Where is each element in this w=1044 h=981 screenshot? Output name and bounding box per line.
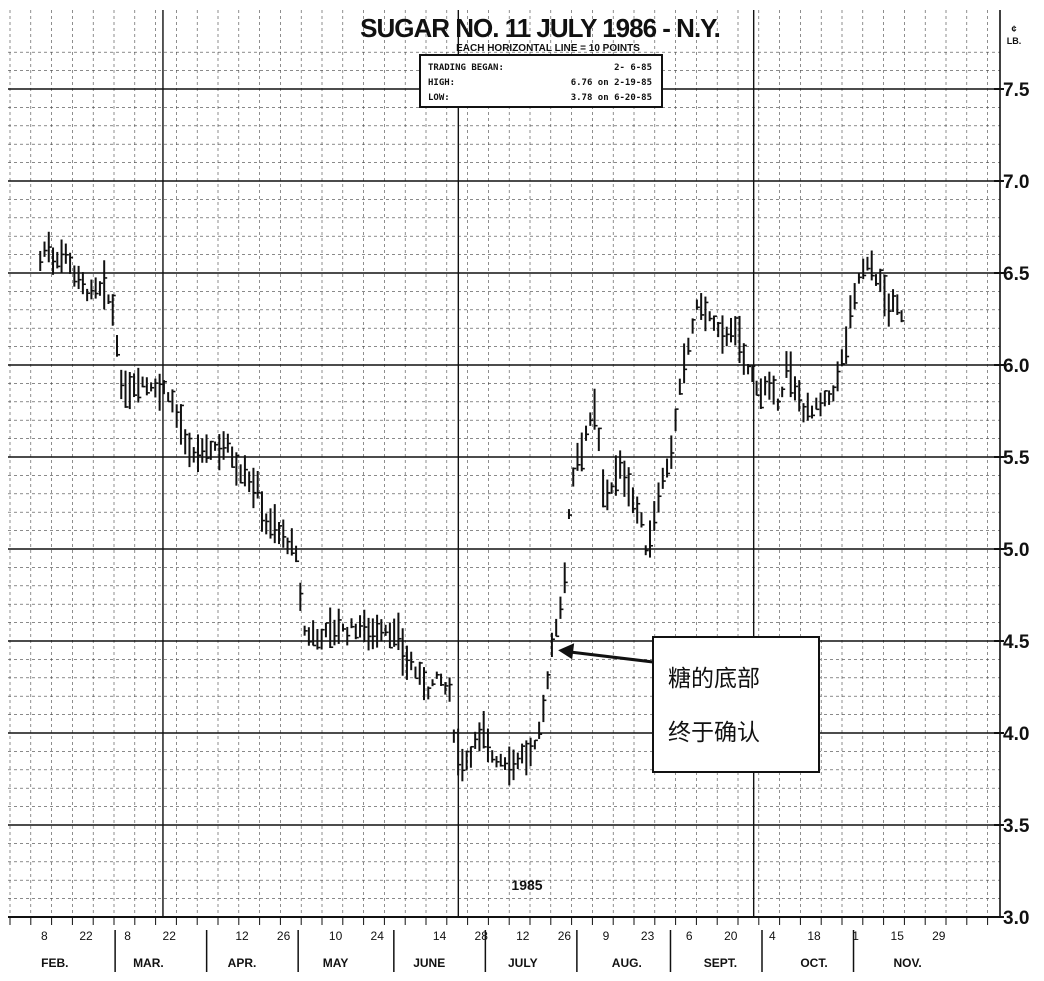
x-month-label: OCT. <box>800 956 827 970</box>
info-began-label: TRADING BEGAN: <box>428 63 504 73</box>
info-high-value: 6.76 on 2-19-85 <box>571 78 652 88</box>
x-month-label: FEB. <box>41 956 68 970</box>
x-day-label: 22 <box>79 929 93 943</box>
x-month-label: AUG. <box>612 956 642 970</box>
x-day-label: 18 <box>807 929 821 943</box>
y-tick-label: 5.0 <box>1003 540 1029 561</box>
y-tick-label: 3.5 <box>1003 816 1030 837</box>
y-unit-cents: ¢ <box>1011 24 1016 34</box>
x-day-label: 12 <box>235 929 249 943</box>
x-month-label: JUNE <box>413 956 445 970</box>
x-month-label: JULY <box>508 956 538 970</box>
major-grid <box>8 10 1001 918</box>
info-low-value: 3.78 on 6-20-85 <box>571 93 652 103</box>
annotation-callout: 糖的底部 终于确认 <box>558 636 820 773</box>
y-tick-label: 4.0 <box>1003 724 1029 745</box>
annotation-line-2: 终于确认 <box>668 720 760 746</box>
x-day-label: 9 <box>603 929 610 943</box>
info-high-label: HIGH: <box>428 78 455 88</box>
year-label: 1985 <box>511 877 542 893</box>
x-month-label: SEPT. <box>704 956 737 970</box>
info-began-value: 2- 6-85 <box>614 63 652 73</box>
x-day-label: 15 <box>891 929 905 943</box>
x-day-label: 22 <box>163 929 177 943</box>
x-day-label: 10 <box>329 929 343 943</box>
x-month-label: NOV. <box>893 956 921 970</box>
y-tick-label: 6.0 <box>1003 356 1029 377</box>
y-tick-label: 5.5 <box>1003 448 1030 469</box>
annotation-arrow <box>571 650 654 664</box>
chart-subtitle: EACH HORIZONTAL LINE = 10 POINTS <box>456 43 640 54</box>
annotation-line-1: 糖的底部 <box>668 666 760 692</box>
info-box-frame <box>419 54 663 108</box>
x-day-label: 29 <box>932 929 946 943</box>
annotation-arrow-head <box>558 643 575 660</box>
x-day-label: 26 <box>277 929 291 943</box>
x-day-label: 1 <box>852 929 859 943</box>
y-unit-lb: LB. <box>1007 36 1022 46</box>
x-day-label: 14 <box>433 929 447 943</box>
info-box: TRADING BEGAN: 2- 6-85 HIGH: 6.76 on 2-1… <box>419 54 663 108</box>
chart-title: SUGAR NO. 11 JULY 1986 - N.Y. <box>360 13 720 43</box>
x-month-label: MAY <box>323 956 349 970</box>
x-day-label: 28 <box>475 929 489 943</box>
x-day-label: 4 <box>769 929 776 943</box>
annotation-box <box>652 636 820 773</box>
price-bars <box>39 231 905 786</box>
y-tick-label: 7.5 <box>1003 80 1030 101</box>
y-tick-label: 3.0 <box>1003 908 1029 929</box>
x-day-label: 26 <box>558 929 572 943</box>
x-day-label: 20 <box>724 929 738 943</box>
x-day-label: 12 <box>516 929 530 943</box>
x-month-label: MAR. <box>133 956 164 970</box>
x-day-label: 8 <box>124 929 131 943</box>
month-boundary-lines <box>162 10 755 917</box>
x-day-label: 24 <box>371 929 385 943</box>
x-axis: 8 22 8 22 12 26 10 24 14 28 12 26 9 23 6 20 4 18 1 15 29 FEB.… <box>9 917 989 972</box>
x-month-label: APR. <box>228 956 257 970</box>
y-tick-label: 7.0 <box>1003 172 1029 193</box>
info-low-label: LOW: <box>428 93 450 103</box>
minor-grid <box>8 10 1000 917</box>
y-axis-ticks: 7.5 7.0 6.5 6.0 5.5 5.0 4.5 4.0 3.5 3.0 <box>994 80 1030 929</box>
x-day-label: 6 <box>686 929 693 943</box>
y-tick-label: 6.5 <box>1003 264 1030 285</box>
x-day-label: 23 <box>641 929 655 943</box>
x-day-label: 8 <box>41 929 48 943</box>
y-tick-label: 4.5 <box>1003 632 1030 653</box>
